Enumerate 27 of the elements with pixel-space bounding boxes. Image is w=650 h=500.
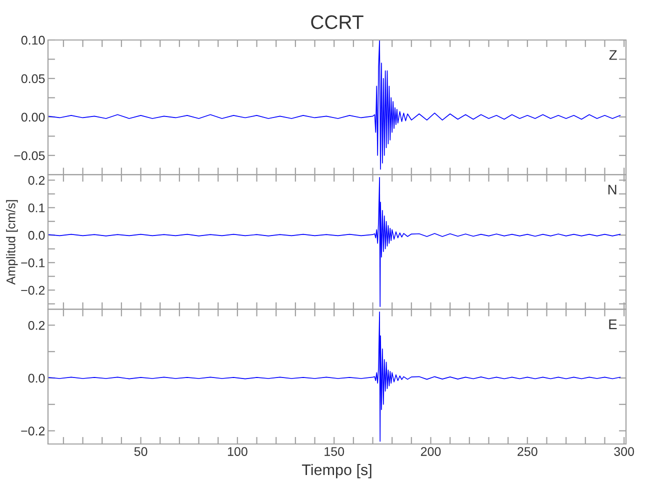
- y-axis-title: Amplitud [cm/s]: [6, 200, 18, 285]
- y-tick-label: −0.2: [21, 426, 45, 436]
- y-tick-label: 0.00: [21, 112, 45, 122]
- y-tick-label: 0.0: [28, 374, 45, 383]
- line-series: [48, 40, 621, 170]
- annotation: N: [608, 184, 616, 194]
- y-tick-label: 0.1: [28, 203, 45, 212]
- x-tick-label: 200: [420, 447, 441, 456]
- y-tick-label: −0.2: [21, 286, 45, 295]
- y-tick-label: 0.2: [28, 176, 45, 185]
- y-tick-label: 0.0: [28, 230, 45, 240]
- y-tick-label: 0.10: [21, 36, 45, 45]
- line-series: [48, 312, 621, 442]
- x-tick-label: 250: [518, 447, 538, 456]
- annotation: E: [609, 320, 617, 330]
- x-axis-title: Tiempo [s]: [302, 464, 372, 478]
- y-tick-label: −0.1: [21, 258, 45, 268]
- x-tick-label: 300: [614, 447, 634, 456]
- chart-title: CCRT: [311, 15, 364, 30]
- x-tick-label: 150: [324, 447, 344, 456]
- y-tick-label: 0.2: [28, 320, 45, 330]
- annotation: Z: [609, 50, 617, 60]
- x-tick-label: 50: [134, 447, 148, 456]
- line-series: [48, 176, 621, 308]
- y-tick-label: 0.05: [21, 74, 45, 84]
- x-tick-label: 100: [228, 447, 248, 456]
- y-tick-label: −0.05: [14, 151, 45, 160]
